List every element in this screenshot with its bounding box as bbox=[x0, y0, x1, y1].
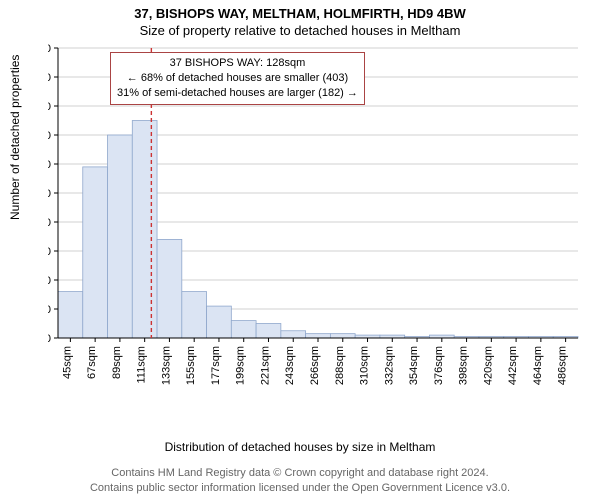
svg-text:133sqm: 133sqm bbox=[160, 346, 172, 385]
svg-text:80: 80 bbox=[48, 217, 51, 229]
svg-text:0: 0 bbox=[48, 333, 51, 345]
svg-text:266sqm: 266sqm bbox=[309, 346, 321, 385]
svg-text:20: 20 bbox=[48, 304, 51, 316]
svg-text:420sqm: 420sqm bbox=[482, 346, 494, 385]
svg-text:45sqm: 45sqm bbox=[61, 346, 73, 379]
svg-text:332sqm: 332sqm bbox=[383, 346, 395, 385]
svg-text:199sqm: 199sqm bbox=[235, 346, 247, 385]
svg-text:376sqm: 376sqm bbox=[433, 346, 445, 385]
svg-text:177sqm: 177sqm bbox=[210, 346, 222, 385]
credits-line1: Contains HM Land Registry data © Crown c… bbox=[0, 466, 600, 481]
marker-callout: 37 BISHOPS WAY: 128sqm ← 68% of detached… bbox=[110, 52, 365, 105]
callout-line1: 37 BISHOPS WAY: 128sqm bbox=[117, 56, 358, 71]
svg-text:354sqm: 354sqm bbox=[408, 346, 420, 385]
svg-text:288sqm: 288sqm bbox=[334, 346, 346, 385]
credits-line2: Contains public sector information licen… bbox=[0, 481, 600, 496]
svg-text:155sqm: 155sqm bbox=[185, 346, 197, 385]
svg-text:160: 160 bbox=[48, 101, 51, 113]
svg-text:200: 200 bbox=[48, 44, 51, 55]
callout-line2: ← 68% of detached houses are smaller (40… bbox=[117, 71, 358, 86]
y-axis-label: Number of detached properties bbox=[8, 55, 22, 220]
svg-text:398sqm: 398sqm bbox=[458, 346, 470, 385]
svg-text:140: 140 bbox=[48, 130, 51, 142]
svg-text:89sqm: 89sqm bbox=[111, 346, 123, 379]
svg-text:464sqm: 464sqm bbox=[532, 346, 544, 385]
svg-text:40: 40 bbox=[48, 275, 51, 287]
svg-text:442sqm: 442sqm bbox=[507, 346, 519, 385]
svg-text:60: 60 bbox=[48, 246, 51, 258]
title-main: 37, BISHOPS WAY, MELTHAM, HOLMFIRTH, HD9… bbox=[0, 0, 600, 21]
svg-text:67sqm: 67sqm bbox=[86, 346, 98, 379]
svg-text:243sqm: 243sqm bbox=[284, 346, 296, 385]
svg-text:100: 100 bbox=[48, 188, 51, 200]
svg-text:221sqm: 221sqm bbox=[259, 346, 271, 385]
histogram-chart: 0 20 40 60 80 100 120 140 160 180 200 45sqm 67sqm 89s… bbox=[48, 44, 584, 414]
title-sub: Size of property relative to detached ho… bbox=[0, 21, 600, 42]
svg-text:310sqm: 310sqm bbox=[359, 346, 371, 385]
x-axis-label: Distribution of detached houses by size … bbox=[0, 440, 600, 454]
svg-text:120: 120 bbox=[48, 159, 51, 171]
svg-text:486sqm: 486sqm bbox=[557, 346, 569, 385]
svg-text:111sqm: 111sqm bbox=[136, 346, 148, 384]
callout-line3: 31% of semi-detached houses are larger (… bbox=[117, 86, 358, 101]
credits: Contains HM Land Registry data © Crown c… bbox=[0, 466, 600, 496]
svg-text:180: 180 bbox=[48, 72, 51, 84]
